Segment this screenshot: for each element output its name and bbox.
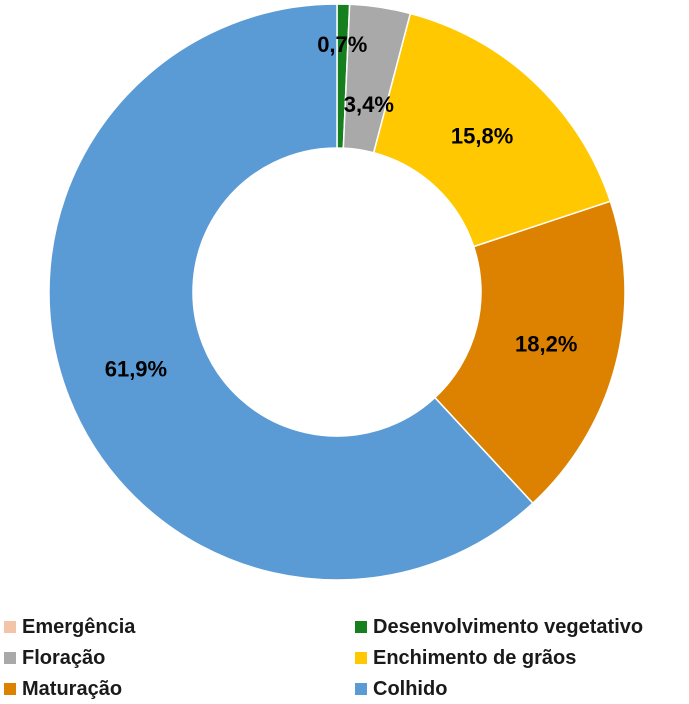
- slice-colhido: [48, 3, 534, 581]
- slice-maturacao: [433, 200, 626, 505]
- legend-label-emergencia: Emergência: [22, 615, 136, 638]
- legend: Emergência Desenvolvimento vegetativo Fl…: [0, 612, 689, 704]
- legend-item-enchimento-de-graos: Enchimento de grãos: [355, 643, 576, 673]
- legend-label-maturacao: Maturação: [22, 677, 123, 700]
- legend-swatch-floracao: [4, 652, 16, 664]
- legend-label-floracao: Floração: [22, 646, 106, 669]
- legend-swatch-maturacao: [4, 683, 16, 695]
- data-label-enchimento-de-graos: 15,8%: [451, 123, 513, 148]
- legend-label-desenvolvimento-vegetativo: Desenvolvimento vegetativo: [373, 615, 644, 638]
- legend-swatch-emergencia: [4, 621, 16, 633]
- data-label-maturacao: 18,2%: [515, 332, 577, 357]
- legend-label-enchimento-de-graos: Enchimento de grãos: [373, 646, 577, 669]
- legend-item-emergencia: Emergência: [4, 612, 135, 642]
- data-label-floracao: 3,4%: [344, 92, 394, 117]
- slice-enchimento-de-graos: [372, 12, 612, 248]
- donut-chart: 0,7% 3,4% 15,8% 18,2% 61,9%: [48, 3, 626, 581]
- legend-label-colhido: Colhido: [373, 677, 448, 700]
- legend-item-desenvolvimento-vegetativo: Desenvolvimento vegetativo: [355, 612, 643, 642]
- legend-item-colhido: Colhido: [355, 674, 447, 704]
- legend-swatch-colhido: [355, 683, 367, 695]
- legend-item-maturacao: Maturação: [4, 674, 122, 704]
- legend-swatch-enchimento-de-graos: [355, 652, 367, 664]
- data-label-desenvolvimento-vegetativo: 0,7%: [317, 32, 367, 57]
- legend-swatch-desenvolvimento-vegetativo: [355, 621, 367, 633]
- data-label-colhido: 61,9%: [105, 357, 167, 382]
- legend-item-floracao: Floração: [4, 643, 105, 673]
